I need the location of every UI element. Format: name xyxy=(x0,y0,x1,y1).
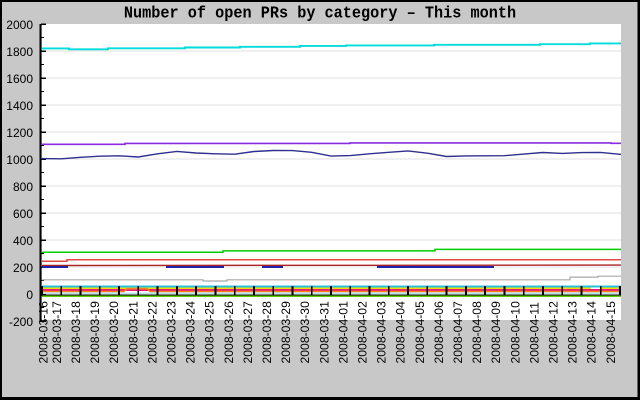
svg-text:2008-04-03: 2008-04-03 xyxy=(375,301,389,364)
svg-text:1800: 1800 xyxy=(6,45,33,59)
svg-text:2008-04-05: 2008-04-05 xyxy=(413,301,427,364)
svg-text:1400: 1400 xyxy=(6,99,33,113)
svg-text:2008-04-09: 2008-04-09 xyxy=(489,301,503,364)
svg-text:2008-03-25: 2008-03-25 xyxy=(203,301,217,364)
svg-text:-200: -200 xyxy=(9,315,33,329)
svg-text:1000: 1000 xyxy=(6,153,33,167)
svg-text:0: 0 xyxy=(26,288,33,302)
svg-text:2008-04-06: 2008-04-06 xyxy=(432,301,446,364)
svg-text:2008-04-08: 2008-04-08 xyxy=(470,301,484,364)
svg-text:2008-03-30: 2008-03-30 xyxy=(298,301,312,364)
svg-text:2008-03-29: 2008-03-29 xyxy=(279,301,293,364)
svg-text:2008-03-28: 2008-03-28 xyxy=(260,301,274,364)
svg-text:2008-04-12: 2008-04-12 xyxy=(547,301,561,364)
svg-text:2008-03-18: 2008-03-18 xyxy=(69,301,83,364)
svg-text:2008-04-01: 2008-04-01 xyxy=(336,301,350,364)
svg-text:2008-03-17: 2008-03-17 xyxy=(50,301,64,364)
svg-text:2008-04-07: 2008-04-07 xyxy=(451,301,465,364)
svg-text:2008-03-21: 2008-03-21 xyxy=(126,301,140,364)
svg-text:Number of open PRs by category: Number of open PRs by category – This mo… xyxy=(124,4,516,23)
svg-text:2008-04-04: 2008-04-04 xyxy=(394,301,408,364)
svg-text:2008-03-16: 2008-03-16 xyxy=(36,301,50,364)
svg-text:2000: 2000 xyxy=(6,18,33,32)
svg-text:200: 200 xyxy=(13,261,33,275)
svg-text:2008-04-11: 2008-04-11 xyxy=(527,302,541,364)
svg-text:2008-03-31: 2008-03-31 xyxy=(317,301,331,364)
svg-text:600: 600 xyxy=(13,207,33,221)
svg-text:2008-03-20: 2008-03-20 xyxy=(107,301,121,364)
svg-text:2008-03-24: 2008-03-24 xyxy=(184,301,198,364)
svg-text:2008-03-27: 2008-03-27 xyxy=(241,301,255,364)
svg-text:2008-04-15: 2008-04-15 xyxy=(604,301,618,364)
svg-text:2008-04-14: 2008-04-14 xyxy=(585,301,599,364)
svg-text:2008-03-19: 2008-03-19 xyxy=(88,301,102,364)
svg-text:800: 800 xyxy=(13,180,33,194)
svg-text:2008-03-26: 2008-03-26 xyxy=(222,301,236,364)
svg-text:1600: 1600 xyxy=(6,72,33,86)
svg-text:2008-04-02: 2008-04-02 xyxy=(356,301,370,364)
svg-text:2008-04-13: 2008-04-13 xyxy=(566,301,580,364)
svg-text:2008-03-22: 2008-03-22 xyxy=(145,301,159,364)
svg-text:2008-04-10: 2008-04-10 xyxy=(508,301,522,364)
svg-text:400: 400 xyxy=(13,234,33,248)
svg-text:2008-03-23: 2008-03-23 xyxy=(165,301,179,364)
svg-text:1200: 1200 xyxy=(6,126,33,140)
